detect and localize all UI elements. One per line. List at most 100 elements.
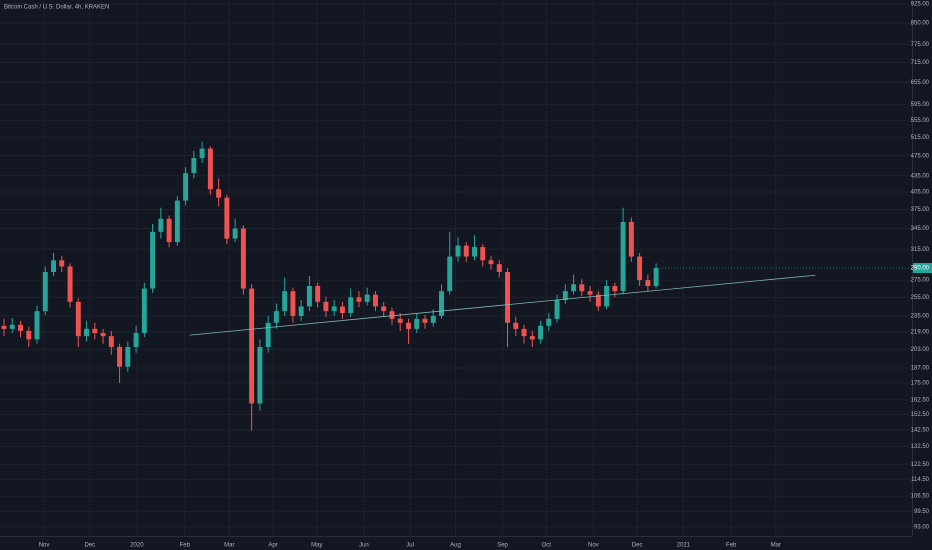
y-tick-label: 715.00	[911, 60, 930, 66]
candle-body	[463, 245, 469, 257]
y-tick-label: 655.00	[911, 80, 930, 86]
candle-body	[100, 333, 106, 337]
candle-body	[290, 291, 296, 316]
candle-body	[75, 301, 81, 337]
candle-body	[191, 158, 197, 174]
y-tick-label: 114.50	[911, 477, 930, 483]
candle-body	[447, 256, 453, 292]
x-tick-label: 2020	[130, 543, 144, 549]
candle-body	[571, 284, 577, 292]
candle-body	[587, 291, 593, 295]
candle-body	[1, 325, 7, 329]
candle-body	[9, 324, 15, 329]
x-tick-label: Dec	[85, 543, 96, 549]
candle-body	[339, 306, 345, 314]
candle-body	[414, 318, 420, 329]
candle-body	[579, 284, 585, 292]
x-tick-label: Nov	[588, 543, 599, 549]
x-tick-label: Dec	[632, 543, 643, 549]
y-tick-label: 255.00	[911, 295, 930, 301]
y-tick-label: 345.00	[911, 226, 930, 232]
candle-body	[331, 306, 337, 312]
candle-body	[158, 218, 164, 232]
candle-body	[199, 148, 205, 159]
candle-body	[645, 280, 651, 286]
candle-body	[298, 306, 304, 316]
y-tick-label: 122.50	[911, 462, 930, 468]
candle-body	[562, 291, 568, 301]
candle-body	[42, 271, 48, 312]
candle-body	[125, 347, 131, 367]
candle-body	[389, 311, 395, 319]
candle-body	[216, 189, 222, 198]
candle-body	[67, 266, 73, 302]
candle-body	[282, 291, 288, 312]
x-tick-label: 2021	[677, 543, 691, 549]
candle-body	[364, 294, 370, 302]
candle-body	[26, 330, 32, 340]
y-tick-label: 162.50	[911, 398, 930, 404]
y-tick-label: 106.50	[911, 494, 930, 500]
candle-body	[546, 318, 552, 326]
candle-body	[240, 228, 246, 289]
y-tick-label: 275.00	[911, 278, 930, 284]
candle-body	[628, 221, 634, 257]
x-tick-label: Nov	[39, 543, 50, 549]
candle-body	[323, 301, 329, 312]
candle-body	[356, 297, 362, 302]
last-price-tag	[913, 263, 932, 274]
y-tick-label: 235.00	[911, 313, 930, 319]
candle-body	[207, 148, 213, 190]
candle-body	[117, 347, 123, 367]
candle-body	[348, 297, 354, 314]
y-tick-label: 187.00	[911, 366, 930, 372]
candle-body	[521, 328, 527, 337]
y-tick-label: 555.00	[911, 118, 930, 124]
candle-body	[315, 285, 321, 302]
candle-body	[612, 285, 618, 292]
candle-body	[653, 268, 659, 286]
candle-body	[397, 318, 403, 323]
y-tick-label: 435.00	[911, 173, 930, 179]
x-tick-label: Jul	[406, 543, 414, 549]
candle-body	[554, 300, 560, 319]
y-tick-label: 515.00	[911, 135, 930, 141]
candle-body	[595, 294, 601, 307]
x-tick-label: Feb	[726, 543, 737, 549]
candle-body	[381, 306, 387, 312]
y-tick-label: 219.00	[911, 330, 930, 336]
candle-body	[183, 173, 189, 201]
y-tick-label: 142.50	[911, 427, 930, 433]
x-tick-label: Sep	[497, 543, 508, 549]
y-tick-label: 775.00	[911, 42, 930, 48]
x-tick-label: Aug	[450, 543, 461, 549]
candle-body	[439, 291, 444, 316]
candle-body	[505, 271, 511, 323]
candle-body	[496, 264, 502, 272]
y-tick-label: 99.50	[914, 509, 930, 515]
x-tick-label: Mar	[771, 543, 781, 549]
candle-body	[166, 218, 172, 243]
candle-body	[430, 315, 436, 323]
candle-body	[34, 311, 40, 340]
candle-body	[92, 328, 98, 334]
y-tick-label: 132.50	[911, 444, 930, 450]
candle-body	[372, 294, 378, 307]
candle-body	[232, 228, 238, 239]
chart-title: Bitcoin Cash / U.S. Dollar, 4h, KRAKEN	[4, 5, 109, 11]
candle-body	[51, 260, 57, 272]
candle-body	[604, 285, 610, 307]
x-tick-label: Mar	[224, 543, 234, 549]
candle-body	[174, 200, 180, 243]
candle-body	[257, 347, 263, 404]
candle-body	[133, 333, 139, 348]
x-tick-label: May	[311, 543, 322, 549]
candle-body	[405, 322, 411, 329]
y-tick-label: 152.50	[911, 412, 930, 418]
y-tick-label: 475.00	[911, 153, 930, 159]
candle-body	[480, 247, 486, 261]
candle-body	[306, 285, 312, 307]
candle-body	[59, 260, 65, 267]
y-tick-label: 315.00	[911, 247, 930, 253]
x-tick-label: Oct	[542, 543, 552, 549]
